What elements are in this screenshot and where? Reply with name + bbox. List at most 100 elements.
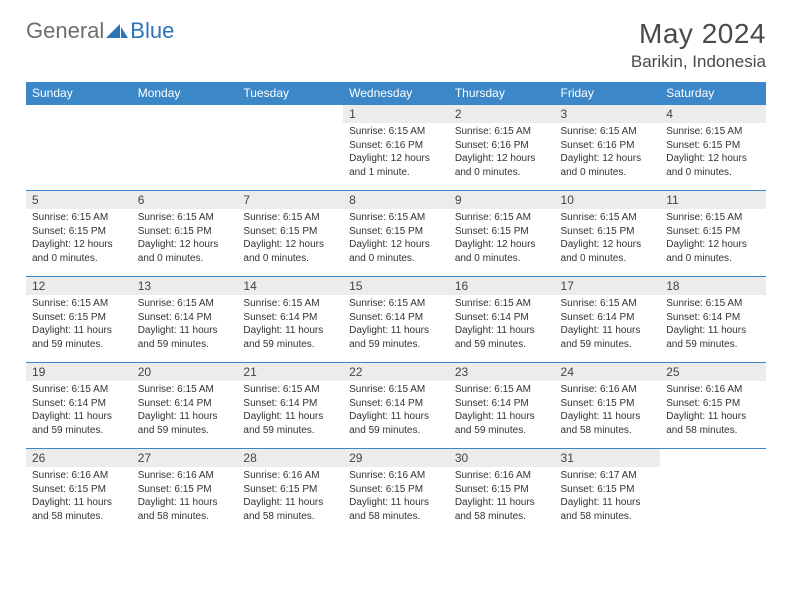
calendar-day-cell: 18Sunrise: 6:15 AMSunset: 6:14 PMDayligh… bbox=[660, 277, 766, 363]
day-data: Sunrise: 6:15 AMSunset: 6:14 PMDaylight:… bbox=[449, 295, 555, 355]
calendar-day-cell: 21Sunrise: 6:15 AMSunset: 6:14 PMDayligh… bbox=[237, 363, 343, 449]
calendar-day-cell: 3Sunrise: 6:15 AMSunset: 6:16 PMDaylight… bbox=[555, 105, 661, 191]
day-number: 20 bbox=[132, 363, 238, 381]
weekday-header: Monday bbox=[132, 82, 238, 105]
sunrise-text: Sunrise: 6:15 AM bbox=[666, 211, 760, 225]
day-data: Sunrise: 6:17 AMSunset: 6:15 PMDaylight:… bbox=[555, 467, 661, 527]
sunset-text: Sunset: 6:14 PM bbox=[243, 311, 337, 325]
day-data: Sunrise: 6:15 AMSunset: 6:15 PMDaylight:… bbox=[660, 123, 766, 183]
day-number: 14 bbox=[237, 277, 343, 295]
day-number: 18 bbox=[660, 277, 766, 295]
location: Barikin, Indonesia bbox=[631, 52, 766, 72]
calendar-day-cell bbox=[237, 105, 343, 191]
day-data: Sunrise: 6:15 AMSunset: 6:14 PMDaylight:… bbox=[237, 295, 343, 355]
daylight-text: Daylight: 12 hours and 0 minutes. bbox=[243, 238, 337, 265]
day-data: Sunrise: 6:15 AMSunset: 6:14 PMDaylight:… bbox=[555, 295, 661, 355]
day-data: Sunrise: 6:15 AMSunset: 6:15 PMDaylight:… bbox=[449, 209, 555, 269]
day-data: Sunrise: 6:16 AMSunset: 6:15 PMDaylight:… bbox=[343, 467, 449, 527]
day-number: 16 bbox=[449, 277, 555, 295]
calendar-day-cell: 7Sunrise: 6:15 AMSunset: 6:15 PMDaylight… bbox=[237, 191, 343, 277]
sunset-text: Sunset: 6:15 PM bbox=[32, 311, 126, 325]
sunrise-text: Sunrise: 6:15 AM bbox=[243, 211, 337, 225]
sunrise-text: Sunrise: 6:16 AM bbox=[455, 469, 549, 483]
daylight-text: Daylight: 12 hours and 0 minutes. bbox=[32, 238, 126, 265]
day-data: Sunrise: 6:15 AMSunset: 6:16 PMDaylight:… bbox=[343, 123, 449, 183]
calendar-day-cell: 23Sunrise: 6:15 AMSunset: 6:14 PMDayligh… bbox=[449, 363, 555, 449]
day-number: 11 bbox=[660, 191, 766, 209]
sunset-text: Sunset: 6:15 PM bbox=[243, 225, 337, 239]
sunset-text: Sunset: 6:15 PM bbox=[561, 483, 655, 497]
sunrise-text: Sunrise: 6:15 AM bbox=[561, 297, 655, 311]
sunset-text: Sunset: 6:16 PM bbox=[561, 139, 655, 153]
calendar-week-row: 12Sunrise: 6:15 AMSunset: 6:15 PMDayligh… bbox=[26, 277, 766, 363]
sunset-text: Sunset: 6:14 PM bbox=[349, 311, 443, 325]
day-data: Sunrise: 6:15 AMSunset: 6:14 PMDaylight:… bbox=[132, 381, 238, 441]
daylight-text: Daylight: 12 hours and 0 minutes. bbox=[666, 152, 760, 179]
daylight-text: Daylight: 11 hours and 58 minutes. bbox=[561, 410, 655, 437]
day-number: 8 bbox=[343, 191, 449, 209]
calendar-day-cell: 20Sunrise: 6:15 AMSunset: 6:14 PMDayligh… bbox=[132, 363, 238, 449]
calendar-day-cell: 11Sunrise: 6:15 AMSunset: 6:15 PMDayligh… bbox=[660, 191, 766, 277]
day-number: 13 bbox=[132, 277, 238, 295]
day-data: Sunrise: 6:15 AMSunset: 6:15 PMDaylight:… bbox=[26, 295, 132, 355]
sunrise-text: Sunrise: 6:15 AM bbox=[138, 297, 232, 311]
day-data: Sunrise: 6:15 AMSunset: 6:15 PMDaylight:… bbox=[660, 209, 766, 269]
calendar-day-cell: 25Sunrise: 6:16 AMSunset: 6:15 PMDayligh… bbox=[660, 363, 766, 449]
daylight-text: Daylight: 12 hours and 0 minutes. bbox=[455, 238, 549, 265]
sunset-text: Sunset: 6:14 PM bbox=[138, 397, 232, 411]
sunset-text: Sunset: 6:14 PM bbox=[666, 311, 760, 325]
day-number: 15 bbox=[343, 277, 449, 295]
sunrise-text: Sunrise: 6:15 AM bbox=[32, 383, 126, 397]
calendar-day-cell: 30Sunrise: 6:16 AMSunset: 6:15 PMDayligh… bbox=[449, 449, 555, 535]
day-number: 29 bbox=[343, 449, 449, 467]
sunset-text: Sunset: 6:15 PM bbox=[32, 483, 126, 497]
day-number: 22 bbox=[343, 363, 449, 381]
logo-text-blue: Blue bbox=[130, 18, 174, 44]
day-number: 10 bbox=[555, 191, 661, 209]
calendar-day-cell: 19Sunrise: 6:15 AMSunset: 6:14 PMDayligh… bbox=[26, 363, 132, 449]
sunrise-text: Sunrise: 6:16 AM bbox=[349, 469, 443, 483]
sunrise-text: Sunrise: 6:15 AM bbox=[455, 211, 549, 225]
day-number: 25 bbox=[660, 363, 766, 381]
weekday-header-row: Sunday Monday Tuesday Wednesday Thursday… bbox=[26, 82, 766, 105]
calendar-day-cell: 17Sunrise: 6:15 AMSunset: 6:14 PMDayligh… bbox=[555, 277, 661, 363]
sunset-text: Sunset: 6:14 PM bbox=[561, 311, 655, 325]
calendar-day-cell bbox=[26, 105, 132, 191]
day-number: 5 bbox=[26, 191, 132, 209]
daylight-text: Daylight: 11 hours and 59 minutes. bbox=[138, 410, 232, 437]
daylight-text: Daylight: 12 hours and 0 minutes. bbox=[561, 238, 655, 265]
sunrise-text: Sunrise: 6:15 AM bbox=[243, 297, 337, 311]
sunrise-text: Sunrise: 6:15 AM bbox=[455, 383, 549, 397]
day-number: 6 bbox=[132, 191, 238, 209]
daylight-text: Daylight: 11 hours and 59 minutes. bbox=[455, 410, 549, 437]
day-data: Sunrise: 6:16 AMSunset: 6:15 PMDaylight:… bbox=[237, 467, 343, 527]
logo-sail-icon bbox=[106, 24, 128, 38]
day-data: Sunrise: 6:15 AMSunset: 6:14 PMDaylight:… bbox=[343, 295, 449, 355]
day-data: Sunrise: 6:15 AMSunset: 6:15 PMDaylight:… bbox=[555, 209, 661, 269]
calendar-week-row: 1Sunrise: 6:15 AMSunset: 6:16 PMDaylight… bbox=[26, 105, 766, 191]
weekday-header: Tuesday bbox=[237, 82, 343, 105]
daylight-text: Daylight: 12 hours and 0 minutes. bbox=[455, 152, 549, 179]
day-number: 21 bbox=[237, 363, 343, 381]
calendar-day-cell: 22Sunrise: 6:15 AMSunset: 6:14 PMDayligh… bbox=[343, 363, 449, 449]
logo: General Blue bbox=[26, 18, 174, 44]
day-data: Sunrise: 6:15 AMSunset: 6:16 PMDaylight:… bbox=[555, 123, 661, 183]
day-number: 27 bbox=[132, 449, 238, 467]
sunrise-text: Sunrise: 6:15 AM bbox=[349, 383, 443, 397]
sunset-text: Sunset: 6:16 PM bbox=[349, 139, 443, 153]
day-data: Sunrise: 6:15 AMSunset: 6:14 PMDaylight:… bbox=[132, 295, 238, 355]
calendar-day-cell: 13Sunrise: 6:15 AMSunset: 6:14 PMDayligh… bbox=[132, 277, 238, 363]
sunset-text: Sunset: 6:15 PM bbox=[32, 225, 126, 239]
daylight-text: Daylight: 11 hours and 59 minutes. bbox=[243, 410, 337, 437]
sunset-text: Sunset: 6:14 PM bbox=[455, 397, 549, 411]
calendar-day-cell: 31Sunrise: 6:17 AMSunset: 6:15 PMDayligh… bbox=[555, 449, 661, 535]
day-number: 4 bbox=[660, 105, 766, 123]
daylight-text: Daylight: 11 hours and 59 minutes. bbox=[32, 324, 126, 351]
day-number: 17 bbox=[555, 277, 661, 295]
sunset-text: Sunset: 6:15 PM bbox=[243, 483, 337, 497]
day-number: 3 bbox=[555, 105, 661, 123]
day-data: Sunrise: 6:15 AMSunset: 6:14 PMDaylight:… bbox=[237, 381, 343, 441]
calendar-week-row: 26Sunrise: 6:16 AMSunset: 6:15 PMDayligh… bbox=[26, 449, 766, 535]
sunrise-text: Sunrise: 6:16 AM bbox=[32, 469, 126, 483]
calendar-day-cell: 10Sunrise: 6:15 AMSunset: 6:15 PMDayligh… bbox=[555, 191, 661, 277]
